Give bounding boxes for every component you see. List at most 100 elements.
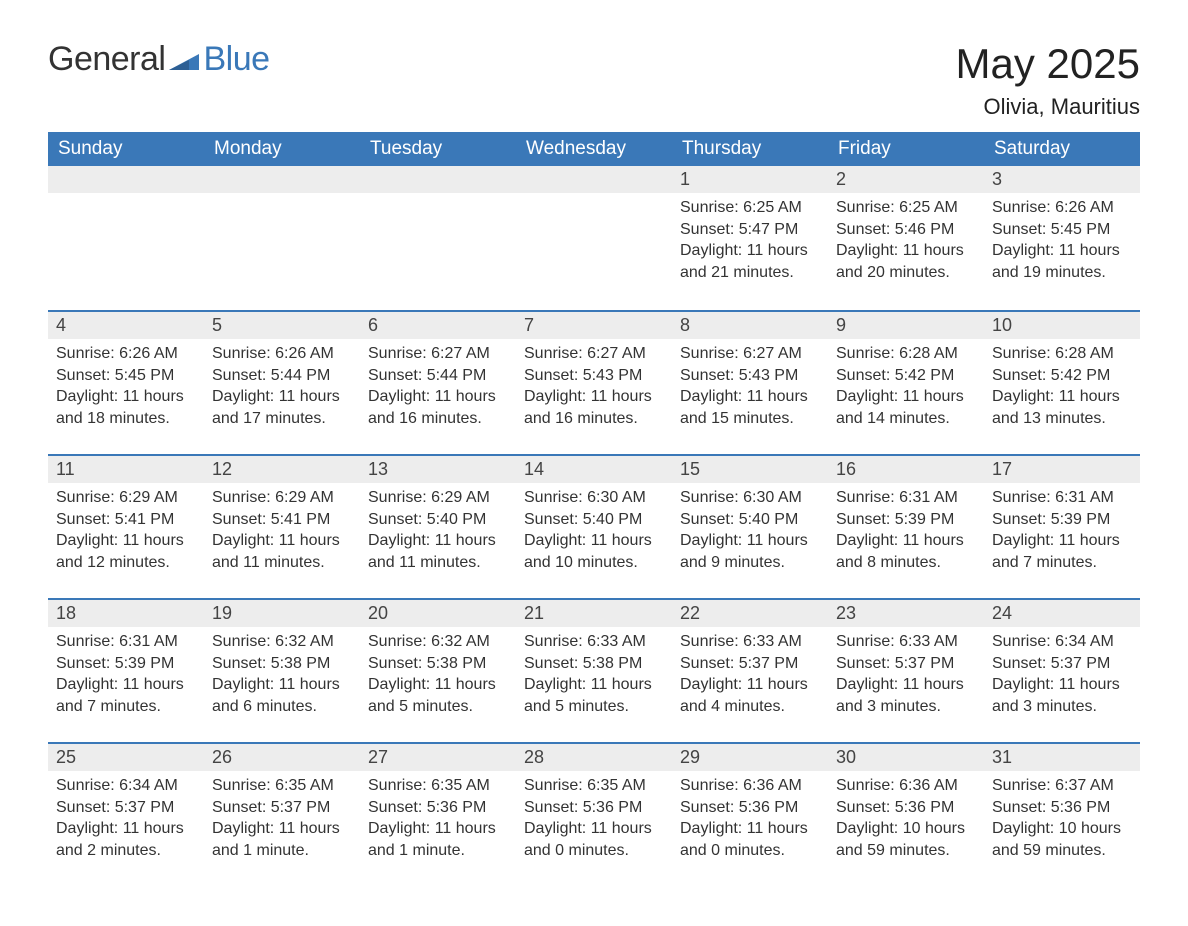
sunrise-text: Sunrise: 6:28 AM (836, 343, 976, 365)
sunrise-text: Sunrise: 6:26 AM (212, 343, 352, 365)
calendar-cell (204, 166, 360, 310)
daylight-text-line1: Daylight: 11 hours (56, 674, 196, 696)
daynum-row (516, 166, 672, 193)
sunset-text: Sunset: 5:46 PM (836, 219, 976, 241)
day-number: 24 (984, 600, 1140, 627)
daynum-row: 7 (516, 310, 672, 339)
sunset-text: Sunset: 5:38 PM (368, 653, 508, 675)
day-number (360, 166, 516, 193)
day-body: Sunrise: 6:30 AMSunset: 5:40 PMDaylight:… (516, 483, 672, 577)
calendar-cell: 6Sunrise: 6:27 AMSunset: 5:44 PMDaylight… (360, 310, 516, 454)
daylight-text-line2: and 2 minutes. (56, 840, 196, 862)
calendar-cell: 1Sunrise: 6:25 AMSunset: 5:47 PMDaylight… (672, 166, 828, 310)
daylight-text-line1: Daylight: 11 hours (368, 818, 508, 840)
daynum-row: 23 (828, 598, 984, 627)
day-body: Sunrise: 6:29 AMSunset: 5:41 PMDaylight:… (204, 483, 360, 577)
calendar-cell: 14Sunrise: 6:30 AMSunset: 5:40 PMDayligh… (516, 454, 672, 598)
calendar-table: Sunday Monday Tuesday Wednesday Thursday… (48, 132, 1140, 886)
daynum-row: 25 (48, 742, 204, 771)
calendar-cell: 9Sunrise: 6:28 AMSunset: 5:42 PMDaylight… (828, 310, 984, 454)
day-number: 10 (984, 312, 1140, 339)
daynum-row (48, 166, 204, 193)
sunrise-text: Sunrise: 6:35 AM (212, 775, 352, 797)
sunset-text: Sunset: 5:43 PM (680, 365, 820, 387)
daylight-text-line1: Daylight: 11 hours (680, 674, 820, 696)
day-body: Sunrise: 6:28 AMSunset: 5:42 PMDaylight:… (828, 339, 984, 433)
calendar-cell: 24Sunrise: 6:34 AMSunset: 5:37 PMDayligh… (984, 598, 1140, 742)
sunrise-text: Sunrise: 6:26 AM (56, 343, 196, 365)
sunrise-text: Sunrise: 6:31 AM (992, 487, 1132, 509)
daylight-text-line1: Daylight: 10 hours (836, 818, 976, 840)
day-number: 4 (48, 312, 204, 339)
day-number: 14 (516, 456, 672, 483)
sunset-text: Sunset: 5:38 PM (524, 653, 664, 675)
day-number: 28 (516, 744, 672, 771)
day-number (48, 166, 204, 193)
day-header: Wednesday (516, 132, 672, 166)
sunrise-text: Sunrise: 6:31 AM (836, 487, 976, 509)
daynum-row: 28 (516, 742, 672, 771)
sunrise-text: Sunrise: 6:29 AM (212, 487, 352, 509)
daylight-text-line1: Daylight: 11 hours (992, 674, 1132, 696)
day-body: Sunrise: 6:27 AMSunset: 5:43 PMDaylight:… (672, 339, 828, 433)
daylight-text-line1: Daylight: 11 hours (368, 530, 508, 552)
logo: General Blue (48, 40, 270, 79)
daylight-text-line1: Daylight: 11 hours (524, 530, 664, 552)
daynum-row: 27 (360, 742, 516, 771)
sunrise-text: Sunrise: 6:31 AM (56, 631, 196, 653)
daylight-text-line2: and 16 minutes. (524, 408, 664, 430)
daylight-text-line1: Daylight: 11 hours (212, 530, 352, 552)
daylight-text-line1: Daylight: 11 hours (680, 240, 820, 262)
calendar-week-row: 25Sunrise: 6:34 AMSunset: 5:37 PMDayligh… (48, 742, 1140, 886)
day-number: 13 (360, 456, 516, 483)
day-body: Sunrise: 6:36 AMSunset: 5:36 PMDaylight:… (672, 771, 828, 865)
calendar-cell: 30Sunrise: 6:36 AMSunset: 5:36 PMDayligh… (828, 742, 984, 886)
calendar-cell: 3Sunrise: 6:26 AMSunset: 5:45 PMDaylight… (984, 166, 1140, 310)
day-number: 26 (204, 744, 360, 771)
day-header: Sunday (48, 132, 204, 166)
daylight-text-line1: Daylight: 11 hours (56, 386, 196, 408)
daynum-row: 13 (360, 454, 516, 483)
day-body: Sunrise: 6:35 AMSunset: 5:36 PMDaylight:… (516, 771, 672, 865)
sunset-text: Sunset: 5:36 PM (992, 797, 1132, 819)
day-header-row: Sunday Monday Tuesday Wednesday Thursday… (48, 132, 1140, 166)
sunset-text: Sunset: 5:37 PM (836, 653, 976, 675)
day-body: Sunrise: 6:26 AMSunset: 5:44 PMDaylight:… (204, 339, 360, 433)
daylight-text-line1: Daylight: 11 hours (368, 386, 508, 408)
day-header: Thursday (672, 132, 828, 166)
sunrise-text: Sunrise: 6:35 AM (524, 775, 664, 797)
daynum-row: 26 (204, 742, 360, 771)
daylight-text-line2: and 11 minutes. (212, 552, 352, 574)
day-body (360, 193, 516, 201)
daylight-text-line2: and 0 minutes. (680, 840, 820, 862)
daynum-row: 3 (984, 166, 1140, 193)
daylight-text-line2: and 9 minutes. (680, 552, 820, 574)
daynum-row: 15 (672, 454, 828, 483)
daylight-text-line2: and 1 minute. (368, 840, 508, 862)
daylight-text-line2: and 18 minutes. (56, 408, 196, 430)
sunset-text: Sunset: 5:43 PM (524, 365, 664, 387)
day-body (516, 193, 672, 201)
daynum-row: 17 (984, 454, 1140, 483)
sunset-text: Sunset: 5:40 PM (524, 509, 664, 531)
daynum-row: 21 (516, 598, 672, 627)
daylight-text-line1: Daylight: 11 hours (212, 818, 352, 840)
daynum-row: 6 (360, 310, 516, 339)
sunrise-text: Sunrise: 6:30 AM (680, 487, 820, 509)
day-body (48, 193, 204, 201)
day-number (516, 166, 672, 193)
daylight-text-line1: Daylight: 11 hours (992, 386, 1132, 408)
day-number: 11 (48, 456, 204, 483)
daylight-text-line2: and 17 minutes. (212, 408, 352, 430)
calendar-cell (360, 166, 516, 310)
daylight-text-line2: and 21 minutes. (680, 262, 820, 284)
calendar-body: 1Sunrise: 6:25 AMSunset: 5:47 PMDaylight… (48, 166, 1140, 886)
day-body: Sunrise: 6:27 AMSunset: 5:43 PMDaylight:… (516, 339, 672, 433)
sunset-text: Sunset: 5:38 PM (212, 653, 352, 675)
logo-flag-icon (169, 40, 199, 79)
day-number: 23 (828, 600, 984, 627)
daylight-text-line1: Daylight: 11 hours (836, 674, 976, 696)
daylight-text-line1: Daylight: 10 hours (992, 818, 1132, 840)
calendar-cell (48, 166, 204, 310)
sunrise-text: Sunrise: 6:36 AM (680, 775, 820, 797)
